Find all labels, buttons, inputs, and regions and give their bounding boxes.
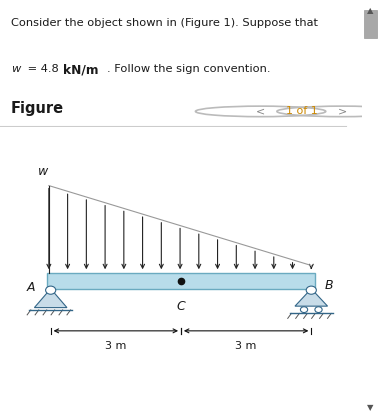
Circle shape bbox=[306, 286, 316, 294]
Text: w: w bbox=[11, 64, 20, 74]
Text: 1 of 1: 1 of 1 bbox=[287, 107, 318, 116]
Polygon shape bbox=[295, 289, 327, 306]
Bar bbox=[363, 10, 377, 38]
Text: w: w bbox=[38, 166, 49, 178]
Text: C: C bbox=[177, 301, 185, 314]
Circle shape bbox=[45, 286, 56, 294]
Circle shape bbox=[301, 307, 308, 313]
Text: <: < bbox=[256, 107, 265, 116]
Text: >: > bbox=[337, 107, 347, 116]
Text: = 4.8: = 4.8 bbox=[23, 64, 66, 74]
Text: Consider the object shown in (Figure 1). Suppose that: Consider the object shown in (Figure 1).… bbox=[11, 18, 318, 28]
Text: 3 m: 3 m bbox=[235, 341, 257, 351]
Polygon shape bbox=[34, 289, 67, 308]
Text: . Follow the sign convention.: . Follow the sign convention. bbox=[107, 64, 270, 74]
Text: ▲: ▲ bbox=[367, 6, 374, 15]
Bar bbox=[47, 273, 315, 289]
Text: ▼: ▼ bbox=[367, 403, 374, 412]
Circle shape bbox=[315, 307, 322, 313]
Text: kN/m: kN/m bbox=[63, 64, 99, 77]
Text: A: A bbox=[27, 281, 35, 294]
Text: B: B bbox=[325, 279, 334, 292]
Text: Figure: Figure bbox=[11, 101, 64, 116]
Text: 3 m: 3 m bbox=[105, 341, 127, 351]
